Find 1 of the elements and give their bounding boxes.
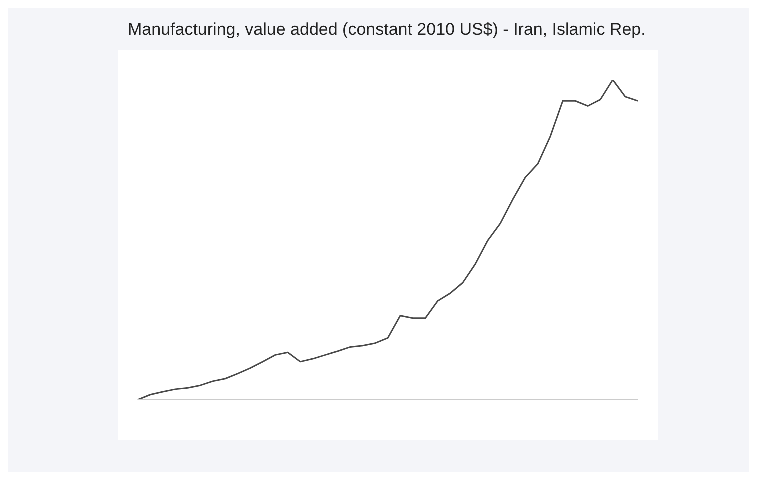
chart-title: Manufacturing, value added (constant 2010 US$) - Iran, Islamic Rep.: [127, 19, 647, 41]
